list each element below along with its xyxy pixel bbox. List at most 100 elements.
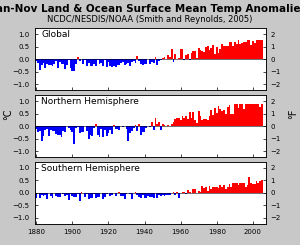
Bar — [178, 118, 180, 126]
Bar — [57, 59, 59, 68]
Bar — [236, 44, 238, 59]
Bar — [135, 192, 137, 193]
Bar — [66, 193, 68, 195]
Bar — [110, 59, 111, 65]
Bar — [229, 184, 230, 193]
Bar — [117, 59, 118, 65]
Bar — [144, 126, 146, 132]
Bar — [185, 193, 187, 194]
Bar — [234, 104, 236, 126]
Bar — [95, 193, 97, 198]
Bar — [151, 59, 153, 62]
Bar — [252, 184, 254, 193]
Bar — [133, 126, 135, 128]
Bar — [41, 126, 43, 141]
Bar — [111, 59, 113, 67]
Bar — [196, 58, 198, 59]
Bar — [172, 192, 174, 193]
Bar — [162, 193, 164, 195]
Bar — [138, 59, 140, 61]
Bar — [104, 59, 106, 60]
Bar — [71, 59, 73, 71]
Bar — [174, 54, 176, 59]
Text: °F: °F — [289, 109, 298, 119]
Bar — [59, 126, 61, 135]
Bar — [46, 126, 48, 129]
Bar — [88, 59, 89, 63]
Bar — [55, 126, 57, 134]
Bar — [205, 47, 207, 59]
Text: Southern Hemisphere: Southern Hemisphere — [41, 164, 140, 173]
Bar — [61, 126, 62, 137]
Bar — [201, 120, 203, 126]
Bar — [99, 59, 100, 64]
Bar — [80, 192, 82, 193]
Bar — [256, 104, 257, 126]
Bar — [158, 59, 160, 61]
Bar — [167, 125, 169, 126]
Bar — [221, 111, 223, 126]
Bar — [128, 59, 129, 63]
Bar — [250, 184, 252, 193]
Bar — [187, 119, 189, 126]
Bar — [156, 193, 158, 198]
Bar — [99, 126, 100, 137]
Bar — [232, 46, 234, 59]
Text: °C: °C — [3, 108, 13, 120]
Bar — [239, 44, 241, 59]
Bar — [68, 126, 70, 128]
Bar — [180, 120, 182, 126]
Bar — [207, 46, 209, 59]
Bar — [111, 126, 113, 134]
Bar — [223, 46, 225, 59]
Bar — [254, 104, 256, 126]
Bar — [205, 187, 207, 193]
Bar — [95, 124, 97, 126]
Bar — [142, 193, 144, 195]
Bar — [43, 59, 44, 63]
Bar — [120, 59, 122, 63]
Bar — [238, 185, 239, 193]
Bar — [227, 46, 229, 59]
Bar — [75, 193, 77, 196]
Bar — [86, 126, 88, 131]
Bar — [129, 126, 131, 133]
Bar — [79, 59, 80, 61]
Bar — [257, 40, 259, 59]
Bar — [135, 59, 137, 63]
Bar — [180, 49, 182, 59]
Bar — [252, 104, 254, 126]
Bar — [205, 120, 207, 126]
Bar — [160, 193, 162, 196]
Bar — [176, 192, 178, 193]
Bar — [117, 126, 118, 129]
Bar — [227, 107, 229, 126]
Bar — [93, 126, 95, 128]
Bar — [174, 119, 176, 126]
Bar — [50, 126, 52, 130]
Bar — [64, 193, 66, 196]
Bar — [62, 59, 64, 64]
Bar — [88, 193, 89, 199]
Bar — [115, 126, 117, 129]
Bar — [243, 109, 245, 126]
Bar — [129, 193, 131, 194]
Bar — [198, 48, 200, 59]
Bar — [102, 126, 104, 137]
Bar — [227, 187, 229, 193]
Bar — [73, 193, 75, 196]
Bar — [86, 193, 88, 194]
Bar — [209, 116, 211, 126]
Bar — [212, 45, 214, 59]
Bar — [124, 193, 126, 199]
Bar — [126, 126, 127, 129]
Bar — [225, 47, 227, 59]
Bar — [35, 193, 37, 198]
Bar — [194, 120, 196, 126]
Bar — [136, 193, 138, 195]
Bar — [243, 42, 245, 59]
Bar — [100, 126, 102, 129]
Bar — [73, 59, 75, 71]
Bar — [223, 185, 225, 193]
Bar — [167, 55, 169, 59]
